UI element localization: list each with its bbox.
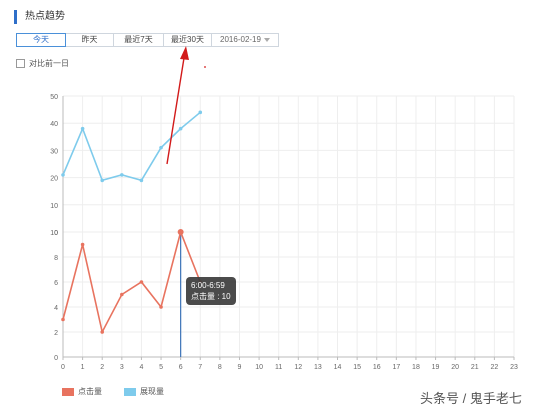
- y-tick-label: 40: [50, 121, 58, 128]
- annotation-dot: [204, 66, 206, 68]
- x-tick-label: 3: [120, 364, 124, 371]
- x-tick-label: 2: [100, 364, 104, 371]
- data-point-impressions: [120, 173, 124, 177]
- y-tick-label: 10: [50, 230, 58, 237]
- x-tick-label: 5: [159, 364, 163, 371]
- date-picker-value: 2016-02-19: [220, 35, 261, 44]
- x-tick-label: 14: [334, 364, 342, 371]
- y-tick-label: 0: [54, 355, 58, 362]
- data-point-impressions: [178, 126, 183, 131]
- date-range-tabs: 今天 昨天 最近7天 最近30天 2016-02-19: [16, 33, 279, 47]
- data-point-clicks: [177, 229, 184, 235]
- compare-label: 对比前一日: [29, 59, 69, 68]
- tab-yesterday[interactable]: 昨天: [66, 33, 114, 47]
- x-tick-label: 12: [294, 364, 302, 371]
- legend-label-clicks: 点击量: [78, 387, 102, 396]
- y-tick-label: 8: [54, 255, 58, 262]
- tooltip-value: 点击量 : 10: [191, 292, 231, 301]
- y-tick-label: 2: [54, 330, 58, 337]
- annotation-arrow-head: [180, 46, 189, 60]
- x-tick-label: 6: [179, 364, 183, 371]
- legend-swatch-clicks: [62, 387, 74, 396]
- y-tick-label: 20: [50, 176, 58, 183]
- x-tick-label: 11: [275, 364, 282, 371]
- tab-today[interactable]: 今天: [16, 33, 66, 47]
- data-point-impressions: [198, 110, 203, 115]
- y-tick-label: 10: [50, 203, 58, 210]
- x-tick-label: 20: [451, 364, 459, 371]
- data-point-clicks: [159, 305, 163, 309]
- compare-option[interactable]: 对比前一日: [16, 58, 69, 69]
- data-point-clicks: [120, 292, 124, 297]
- y-tick-label: 0: [54, 230, 58, 237]
- data-point-impressions: [159, 145, 163, 150]
- data-point-clicks: [80, 242, 85, 247]
- x-tick-label: 10: [255, 364, 263, 371]
- chevron-down-icon: [263, 38, 270, 42]
- legend-item-impressions[interactable]: 展现量: [124, 386, 164, 397]
- x-tick-label: 22: [490, 364, 498, 371]
- annotation-arrow-shaft: [166, 57, 185, 165]
- chart-legend: 点击量 展现量: [62, 386, 164, 397]
- y-tick-label: 30: [50, 148, 58, 155]
- section-title: 热点趋势: [14, 10, 65, 24]
- x-tick-label: 21: [471, 364, 479, 371]
- y-tick-label: 50: [50, 94, 58, 101]
- series-line-impressions: [62, 111, 201, 182]
- x-tick-label: 17: [392, 364, 400, 371]
- data-point-impressions: [100, 178, 105, 183]
- x-tick-label: 4: [139, 364, 143, 371]
- series-line-clicks: [62, 229, 202, 335]
- x-tick-label: 8: [218, 364, 222, 371]
- x-tick-label: 0: [61, 364, 65, 371]
- chart-tooltip: 6:00-6:59 点击量 : 10: [186, 277, 236, 305]
- x-tick-label: 7: [198, 364, 202, 371]
- x-tick-label: 15: [353, 364, 361, 371]
- x-tick-label: 9: [238, 364, 242, 371]
- data-point-impressions: [61, 173, 65, 177]
- legend-item-clicks[interactable]: 点击量: [62, 386, 102, 397]
- x-tick-label: 16: [373, 364, 381, 371]
- data-point-clicks: [100, 330, 105, 334]
- x-tick-label: 19: [432, 364, 440, 371]
- legend-label-impressions: 展现量: [140, 387, 164, 396]
- tab-last-7-days[interactable]: 最近7天: [114, 33, 164, 47]
- x-tick-label: 23: [510, 364, 518, 371]
- x-tick-label: 1: [81, 364, 85, 371]
- x-tick-label: 13: [314, 364, 322, 371]
- tab-last-30-days[interactable]: 最近30天: [164, 33, 212, 47]
- tooltip-time: 6:00-6:59: [191, 281, 225, 290]
- data-point-impressions: [80, 126, 85, 131]
- compare-checkbox[interactable]: [16, 59, 25, 68]
- data-point-clicks: [139, 280, 144, 284]
- y-tick-label: 6: [54, 280, 58, 287]
- watermark: 头条号 / 鬼手老七: [420, 391, 522, 406]
- data-point-impressions: [139, 178, 144, 183]
- date-picker[interactable]: 2016-02-19: [212, 33, 279, 47]
- data-point-clicks: [61, 317, 65, 322]
- legend-swatch-impressions: [124, 387, 136, 396]
- y-tick-label: 4: [54, 305, 58, 312]
- x-tick-label: 18: [412, 364, 420, 371]
